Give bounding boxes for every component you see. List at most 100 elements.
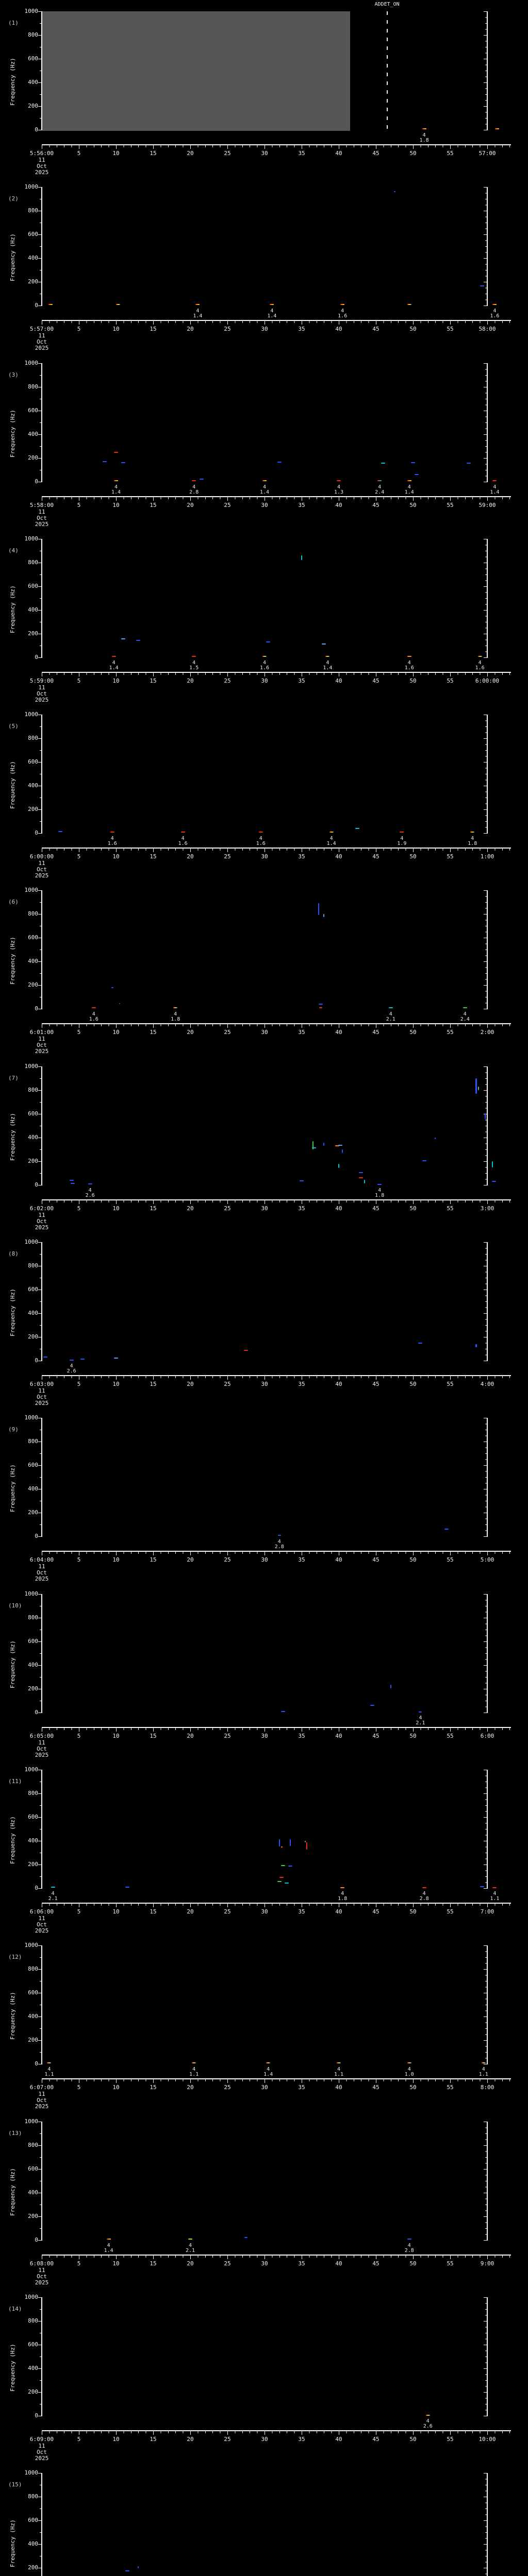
detection-mark[interactable] bbox=[407, 656, 411, 657]
detection-mark[interactable] bbox=[103, 461, 107, 462]
detection-mark[interactable] bbox=[48, 304, 53, 306]
detection-mark[interactable] bbox=[47, 2062, 52, 2064]
detection-mark[interactable] bbox=[285, 1882, 289, 1884]
detection-mark[interactable] bbox=[340, 1887, 345, 1888]
spectrogram-plot-area[interactable] bbox=[42, 2297, 487, 2416]
detection-mark[interactable] bbox=[266, 641, 271, 643]
spectrogram-plot-area[interactable] bbox=[42, 2473, 487, 2576]
detection-mark[interactable] bbox=[475, 1078, 477, 1094]
detection-mark[interactable] bbox=[288, 1866, 293, 1867]
detection-mark[interactable] bbox=[199, 479, 204, 480]
detection-mark[interactable] bbox=[407, 480, 411, 482]
detection-mark[interactable] bbox=[323, 1143, 325, 1146]
detection-mark[interactable] bbox=[277, 462, 282, 463]
detection-mark[interactable] bbox=[281, 1710, 285, 1712]
detection-mark[interactable] bbox=[277, 1881, 282, 1883]
detection-mark[interactable] bbox=[492, 480, 497, 482]
spectrogram-plot-area[interactable] bbox=[42, 187, 487, 306]
detection-mark[interactable] bbox=[301, 555, 302, 561]
detection-mark[interactable] bbox=[342, 1149, 343, 1153]
detection-mark[interactable] bbox=[463, 1007, 467, 1009]
detection-mark[interactable] bbox=[277, 1535, 281, 1536]
detection-mark[interactable] bbox=[121, 638, 126, 640]
detection-mark[interactable] bbox=[114, 480, 118, 482]
detection-mark[interactable] bbox=[422, 128, 426, 130]
detection-mark[interactable] bbox=[262, 480, 267, 482]
detection-mark[interactable] bbox=[381, 463, 386, 464]
detection-mark[interactable] bbox=[338, 1163, 339, 1168]
detection-mark[interactable] bbox=[435, 1138, 436, 1140]
detection-mark[interactable] bbox=[290, 1839, 291, 1846]
detection-mark[interactable] bbox=[370, 1705, 374, 1706]
detection-mark[interactable] bbox=[119, 1003, 121, 1005]
detection-mark[interactable] bbox=[491, 1181, 496, 1182]
detection-mark[interactable] bbox=[69, 1179, 74, 1181]
detection-mark[interactable] bbox=[492, 1887, 497, 1888]
detection-mark[interactable] bbox=[270, 304, 274, 306]
spectrogram-plot-area[interactable] bbox=[42, 1066, 487, 1185]
detection-mark[interactable] bbox=[180, 832, 185, 833]
detection-mark[interactable] bbox=[470, 832, 475, 833]
detection-mark[interactable] bbox=[355, 828, 359, 829]
detection-mark[interactable] bbox=[306, 1842, 308, 1850]
detection-mark[interactable] bbox=[484, 1113, 486, 1120]
detection-mark[interactable] bbox=[312, 1147, 317, 1148]
detection-mark[interactable] bbox=[467, 463, 471, 464]
detection-mark[interactable] bbox=[480, 1886, 484, 1887]
detection-mark[interactable] bbox=[262, 656, 267, 657]
detection-mark[interactable] bbox=[116, 304, 121, 306]
detection-mark[interactable] bbox=[418, 1342, 423, 1344]
detection-mark[interactable] bbox=[106, 2239, 111, 2240]
detection-mark[interactable] bbox=[400, 832, 404, 833]
detection-mark[interactable] bbox=[340, 304, 345, 306]
detection-mark[interactable] bbox=[244, 1350, 248, 1351]
detection-mark[interactable] bbox=[407, 2062, 411, 2064]
detection-mark[interactable] bbox=[322, 643, 326, 645]
detection-mark[interactable] bbox=[323, 914, 325, 917]
detection-mark[interactable] bbox=[71, 1183, 75, 1184]
detection-mark[interactable] bbox=[192, 2062, 196, 2064]
detection-mark[interactable] bbox=[300, 1180, 304, 1181]
spectrogram-plot-area[interactable] bbox=[42, 1770, 487, 1888]
detection-mark[interactable] bbox=[138, 2566, 139, 2569]
detection-mark[interactable] bbox=[312, 1141, 314, 1149]
detection-mark[interactable] bbox=[364, 1179, 366, 1183]
detection-mark[interactable] bbox=[58, 831, 62, 833]
detection-mark[interactable] bbox=[114, 1358, 118, 1359]
detection-mark[interactable] bbox=[477, 1087, 479, 1090]
detection-mark[interactable] bbox=[43, 1357, 48, 1358]
detection-mark[interactable] bbox=[173, 1007, 178, 1009]
detection-mark[interactable] bbox=[419, 1711, 422, 1713]
detection-mark[interactable] bbox=[337, 2062, 341, 2064]
detection-mark[interactable] bbox=[422, 1160, 426, 1161]
detection-mark[interactable] bbox=[388, 1007, 393, 1009]
detection-mark[interactable] bbox=[444, 1529, 449, 1530]
detection-mark[interactable] bbox=[377, 1183, 382, 1185]
detection-mark[interactable] bbox=[188, 2239, 192, 2240]
detection-mark[interactable] bbox=[195, 304, 200, 306]
spectrogram-plot-area[interactable] bbox=[42, 1945, 487, 2064]
detection-mark[interactable] bbox=[136, 639, 141, 641]
detection-mark[interactable] bbox=[422, 1887, 426, 1888]
detection-mark[interactable] bbox=[377, 480, 382, 482]
detection-mark[interactable] bbox=[51, 1887, 55, 1888]
detection-mark[interactable] bbox=[475, 1344, 477, 1347]
detection-mark[interactable] bbox=[280, 1846, 283, 1848]
detection-mark[interactable] bbox=[411, 462, 415, 464]
detection-mark[interactable] bbox=[125, 2570, 129, 2571]
detection-mark[interactable] bbox=[415, 474, 419, 476]
detection-mark[interactable] bbox=[492, 1161, 493, 1167]
spectrogram-plot-area[interactable] bbox=[42, 2122, 487, 2240]
detection-mark[interactable] bbox=[258, 832, 263, 833]
detection-mark[interactable] bbox=[481, 2062, 486, 2064]
detection-mark[interactable] bbox=[338, 1144, 342, 1146]
detection-mark[interactable] bbox=[359, 1177, 364, 1179]
detection-mark[interactable] bbox=[335, 1145, 340, 1147]
detection-mark[interactable] bbox=[319, 1003, 323, 1005]
detection-mark[interactable] bbox=[91, 1007, 96, 1009]
detection-mark[interactable] bbox=[125, 1886, 129, 1888]
detection-mark[interactable] bbox=[110, 832, 114, 833]
detection-mark[interactable] bbox=[319, 1007, 323, 1009]
detection-mark[interactable] bbox=[407, 2239, 411, 2240]
detection-mark[interactable] bbox=[244, 2237, 248, 2239]
